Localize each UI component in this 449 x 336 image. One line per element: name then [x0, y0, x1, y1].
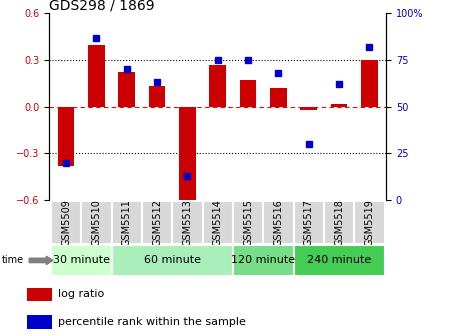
Text: GSM5514: GSM5514	[213, 199, 223, 246]
Text: GSM5515: GSM5515	[243, 199, 253, 246]
Bar	[119, 73, 135, 107]
Bar	[81, 201, 112, 244]
Text: GSM5511: GSM5511	[122, 199, 132, 246]
Bar	[361, 60, 378, 107]
Bar	[324, 201, 354, 244]
Text: GSM5516: GSM5516	[273, 199, 283, 246]
Bar	[209, 65, 226, 107]
Bar	[51, 245, 112, 276]
Bar	[112, 201, 142, 244]
Text: 30 minute: 30 minute	[53, 255, 110, 265]
Bar	[149, 86, 165, 107]
Bar	[294, 201, 324, 244]
Bar	[112, 245, 233, 276]
Bar	[263, 201, 294, 244]
Text: GSM5513: GSM5513	[182, 199, 193, 246]
Bar	[58, 107, 75, 166]
Text: 240 minute: 240 minute	[307, 255, 371, 265]
Bar	[233, 201, 263, 244]
Bar	[354, 201, 385, 244]
Bar	[300, 107, 317, 110]
Bar	[27, 316, 52, 329]
Text: GSM5512: GSM5512	[152, 199, 162, 246]
Text: GSM5510: GSM5510	[92, 199, 101, 246]
Text: 120 minute: 120 minute	[231, 255, 295, 265]
Bar	[240, 80, 256, 107]
Bar	[51, 201, 81, 244]
Text: GSM5519: GSM5519	[365, 199, 374, 246]
Text: time: time	[2, 255, 24, 265]
Bar	[270, 88, 287, 107]
Bar	[294, 245, 385, 276]
Bar	[202, 201, 233, 244]
Bar	[233, 245, 294, 276]
Text: GSM5518: GSM5518	[334, 199, 344, 246]
Text: percentile rank within the sample: percentile rank within the sample	[58, 317, 246, 327]
Text: GSM5517: GSM5517	[304, 199, 314, 246]
Bar	[331, 103, 348, 107]
Text: log ratio: log ratio	[58, 289, 105, 299]
Bar	[88, 44, 105, 107]
Bar	[27, 288, 52, 301]
Bar	[172, 201, 202, 244]
Text: GDS298 / 1869: GDS298 / 1869	[49, 0, 155, 12]
Bar	[179, 107, 196, 203]
Bar	[142, 201, 172, 244]
Text: 60 minute: 60 minute	[144, 255, 201, 265]
Text: GSM5509: GSM5509	[61, 199, 71, 246]
